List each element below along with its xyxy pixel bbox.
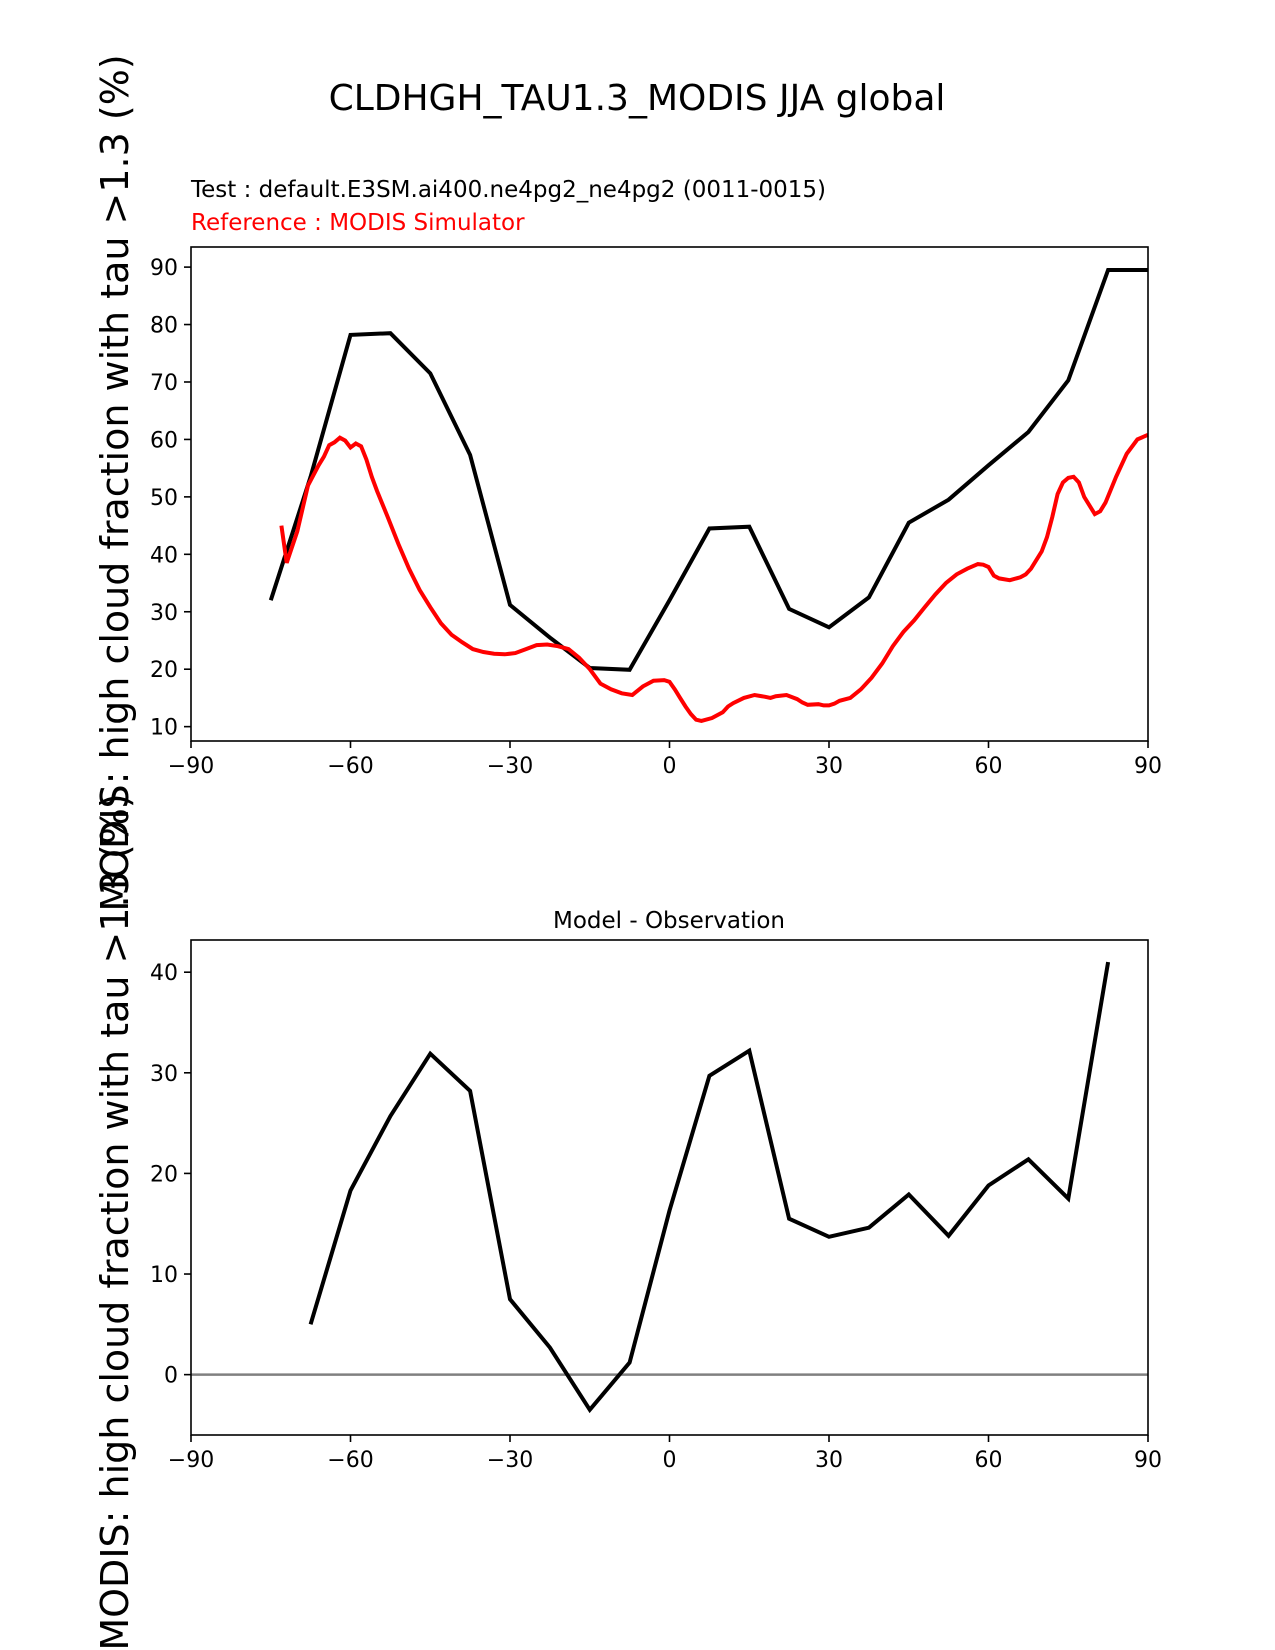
x-tick-label: 90 <box>1134 1448 1162 1473</box>
x-tick-label: −90 <box>168 754 214 779</box>
test-label: Test : default.E3SM.ai400.ne4pg2_ne4pg2 … <box>190 177 826 203</box>
x-tick-label: −60 <box>327 1448 373 1473</box>
bottom-ylabel: MODIS: high cloud fraction with tau >1.3… <box>93 793 137 1650</box>
y-tick-label: 50 <box>150 486 178 511</box>
figure-title: CLDHGH_TAU1.3_MODIS JJA global <box>329 78 946 119</box>
plot-frame <box>190 939 1149 1436</box>
y-tick-label: 30 <box>150 601 178 626</box>
x-tick-label: 0 <box>663 1448 677 1473</box>
plot-frame <box>190 246 1149 742</box>
y-tick-label: 60 <box>150 428 178 453</box>
x-tick-label: −30 <box>487 1448 533 1473</box>
y-tick-label: 10 <box>150 1263 178 1288</box>
x-tick-label: 60 <box>975 754 1003 779</box>
top-plot: −90 −60 −30 0 30 60 90 10 20 30 40 50 60 70 80 90 <box>150 246 1162 779</box>
y-tick-label: 10 <box>150 716 178 741</box>
x-tick-label: 90 <box>1134 754 1162 779</box>
series-line-test <box>268 268 1148 672</box>
y-tick-label: 40 <box>150 961 178 986</box>
x-tick-label: 30 <box>815 1448 843 1473</box>
bottom-plot: −90 −60 −30 0 30 60 90 0 10 20 30 40 <box>150 939 1162 1473</box>
x-tick-label: −30 <box>487 754 533 779</box>
series-line-reference <box>279 432 1149 723</box>
series-line-difference <box>308 961 1111 1414</box>
x-tick-label: −60 <box>327 754 373 779</box>
reference-label: Reference : MODIS Simulator <box>191 210 525 236</box>
bottom-title: Model - Observation <box>553 908 785 934</box>
y-tick-label: 20 <box>150 658 178 683</box>
y-tick-label: 0 <box>164 1364 178 1389</box>
x-tick-label: 60 <box>975 1448 1003 1473</box>
y-tick-label: 70 <box>150 371 178 396</box>
x-tick-label: −90 <box>168 1448 214 1473</box>
y-tick-label: 90 <box>150 256 178 281</box>
y-tick-label: 40 <box>150 543 178 568</box>
y-tick-label: 20 <box>150 1162 178 1187</box>
x-tick-label: 30 <box>815 754 843 779</box>
y-tick-label: 80 <box>150 314 178 339</box>
top-ylabel: MODIS: high cloud fraction with tau >1.3… <box>93 54 137 911</box>
y-tick-label: 30 <box>150 1062 178 1087</box>
x-tick-label: 0 <box>663 754 677 779</box>
